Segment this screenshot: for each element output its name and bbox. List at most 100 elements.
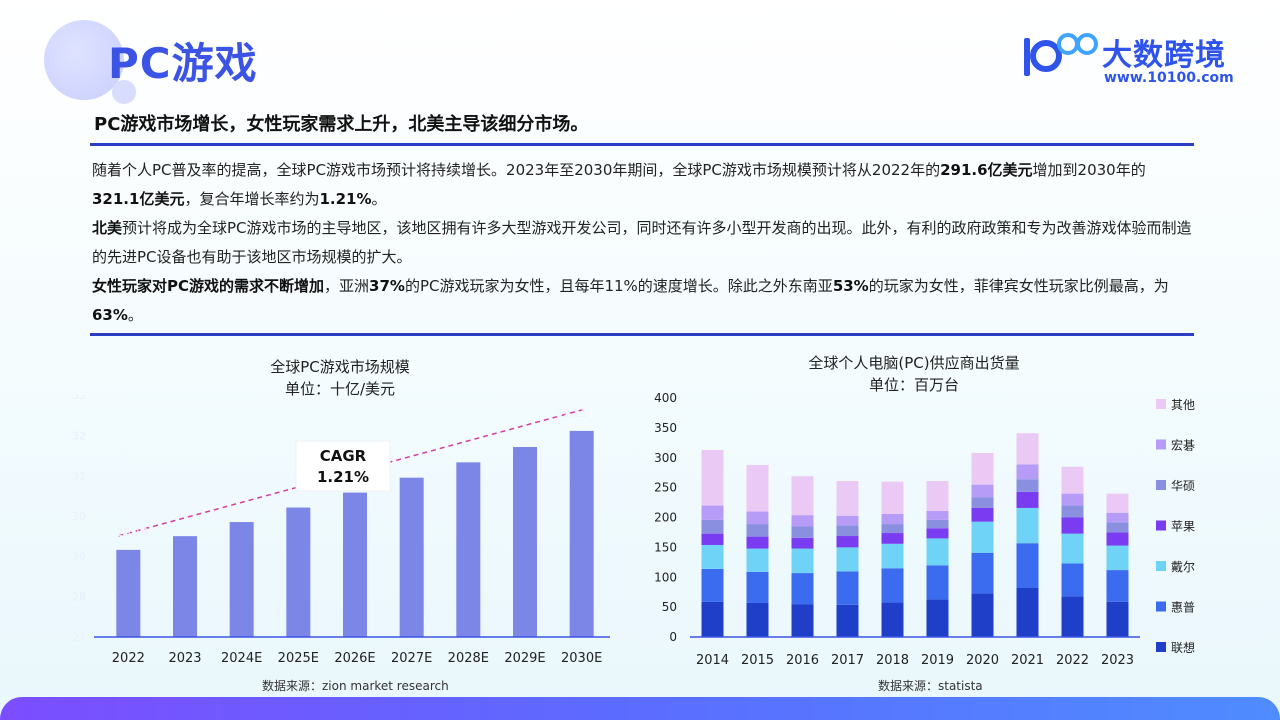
body-text-run: ，复合年增长率约为	[184, 190, 320, 208]
x-tick-label: 2015	[741, 653, 774, 668]
x-tick-label: 2022	[1056, 653, 1089, 668]
y-tick-label: 29	[72, 550, 86, 563]
y-tick-label: 0	[669, 630, 677, 644]
bar-segment	[1016, 433, 1039, 465]
bar-segment	[836, 547, 859, 572]
bar-segment	[701, 449, 724, 506]
bar-segment	[1061, 517, 1084, 534]
bar-segment	[926, 565, 949, 600]
bar-segment	[746, 511, 769, 525]
cagr-value: 1.21%	[317, 468, 369, 486]
bar-segment	[746, 602, 769, 637]
bar-segment	[1016, 588, 1039, 637]
bar	[513, 447, 537, 637]
y-tick-label: 400	[654, 391, 677, 405]
cagr-label: CAGR	[320, 447, 367, 465]
y-tick-label: 33	[72, 395, 86, 402]
y-tick-label: 27	[72, 631, 86, 644]
bar-segment	[791, 515, 814, 527]
y-tick-label: 150	[654, 540, 677, 554]
bar-segment	[701, 601, 724, 637]
bar-segment	[971, 552, 994, 594]
y-tick-label: 50	[662, 600, 677, 614]
legend-swatch	[1156, 601, 1166, 612]
bar-segment	[971, 521, 994, 553]
bar-segment	[1016, 543, 1039, 589]
bar-segment	[1061, 533, 1084, 564]
body-text-run: 增加到2030年的	[1032, 161, 1146, 179]
bar	[456, 462, 481, 637]
x-tick-label: 2029E	[504, 651, 545, 666]
x-tick-label: 2025E	[278, 651, 319, 666]
bar	[229, 522, 254, 637]
bar-segment	[1106, 570, 1129, 602]
y-tick-label: 31	[72, 470, 86, 483]
bar-segment	[746, 536, 769, 549]
highlight-text: 321.1亿美元	[92, 190, 185, 208]
decorative-circle-large	[44, 20, 124, 100]
bar-segment	[1061, 493, 1084, 506]
logo-url: www.10100.com	[1104, 70, 1234, 86]
bar-segment	[791, 526, 814, 538]
bar	[286, 507, 311, 637]
chart-1-subtitle: 单位：十亿/美元	[284, 380, 396, 398]
bar-segment	[881, 602, 904, 637]
chart-1-title: 全球PC游戏市场规模	[270, 358, 410, 376]
body-text-run: 的玩家为女性，菲律宾女性玩家比例最高，为	[868, 277, 1169, 295]
bar-segment	[746, 524, 769, 537]
bar	[116, 549, 141, 637]
bar-segment	[836, 604, 859, 637]
bar-segment	[1016, 479, 1039, 492]
bar-segment	[971, 593, 994, 637]
y-tick-label: 350	[654, 421, 677, 435]
highlight-text: 1.21%	[319, 190, 372, 208]
x-tick-label: 2026E	[334, 651, 375, 666]
footer-gradient-bar	[0, 697, 1280, 720]
x-tick-label: 2014	[696, 653, 729, 668]
headline: PC游戏市场增长，女性玩家需求上升，北美主导该细分市场。	[94, 114, 589, 135]
bar-segment	[1061, 505, 1084, 518]
bar-segment	[971, 507, 994, 522]
decorative-circle-small	[112, 80, 136, 104]
legend-label: 华硕	[1171, 479, 1195, 493]
highlight-text: 291.6亿美元	[940, 161, 1033, 179]
chart-2-title: 全球个人电脑(PC)供应商出货量	[808, 354, 1020, 372]
bar-segment	[791, 573, 814, 605]
bar-segment	[1061, 596, 1084, 637]
market-size-bar-chart: 27 28 29 30 31 32 33 2022 2023 2024E 2025E 2026E 202…	[72, 395, 610, 666]
bar-segment	[836, 525, 859, 537]
bar-segment	[971, 452, 994, 485]
bar-segment	[701, 533, 724, 545]
bar	[569, 430, 594, 637]
cagr-box	[295, 440, 391, 492]
bar-segment	[1106, 512, 1129, 523]
bar-segment	[836, 536, 859, 548]
chart-1-title-block: 全球PC游戏市场规模 单位：十亿/美元	[200, 356, 480, 400]
body-text-run: 。	[371, 190, 387, 208]
bar-segment	[746, 571, 769, 603]
x-tick-label: 2023	[168, 651, 201, 666]
bar-segment	[701, 544, 724, 569]
legend-label: 联想	[1171, 640, 1195, 655]
paragraph: 北美预计将成为全球PC游戏市场的主导地区，该地区拥有许多大型游戏开发公司，同时还…	[92, 214, 1192, 272]
bar-segment	[1106, 601, 1129, 637]
y-tick-label: 250	[654, 481, 677, 495]
bar	[173, 536, 197, 637]
x-tick-label: 2030E	[561, 651, 602, 666]
bar-segment	[836, 515, 859, 526]
y-tick-label: 32	[72, 429, 86, 442]
data-label: 29.16	[117, 526, 149, 539]
legend-label: 惠普	[1171, 601, 1195, 615]
bar-segment	[1061, 466, 1084, 494]
bar-segment	[1106, 493, 1129, 513]
divider-bottom	[90, 333, 1194, 336]
x-tick-label: 2027E	[391, 651, 432, 666]
bar-segment	[701, 568, 724, 602]
chart-2-subtitle: 单位：百万台	[868, 376, 959, 394]
legend-swatch	[1156, 642, 1166, 652]
bar-segment	[701, 519, 724, 534]
paragraph: 女性玩家对PC游戏的需求不断增加，亚洲37%的PC游戏玩家为女性，且每年11%的…	[92, 272, 1192, 330]
bar-segment	[881, 568, 904, 603]
legend-swatch	[1156, 480, 1166, 490]
body-text-run: 。	[127, 306, 143, 324]
